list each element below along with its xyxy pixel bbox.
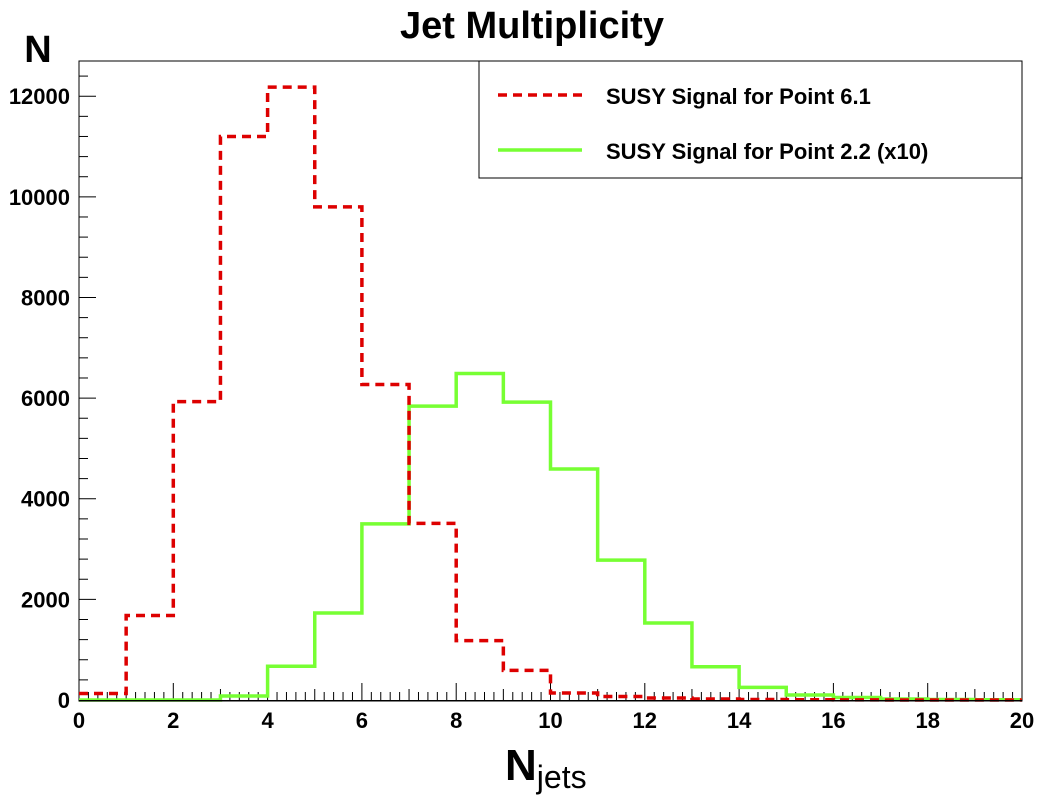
y-tick-label: 8000 — [21, 285, 70, 310]
y-tick-label: 12000 — [9, 84, 70, 109]
x-tick-label: 20 — [1010, 708, 1034, 733]
legend-label-series-2: SUSY Signal for Point 2.2 (x10) — [606, 139, 928, 164]
y-tick-label: 0 — [58, 688, 70, 713]
y-tick-label: 10000 — [9, 185, 70, 210]
x-tick-label: 12 — [633, 708, 657, 733]
y-axis-label: N — [24, 29, 51, 71]
x-tick-label: 10 — [538, 708, 562, 733]
x-axis-label: Njets — [505, 741, 587, 795]
y-tick-labels: 0 2000 4000 6000 8000 10000 12000 — [9, 84, 70, 713]
legend-label-series-1: SUSY Signal for Point 6.1 — [606, 84, 871, 109]
plot-frame-bottom — [79, 700, 1022, 702]
histogram-series — [79, 85, 1022, 702]
x-tick-label: 8 — [450, 708, 462, 733]
x-axis-label-main: N — [505, 741, 537, 790]
x-tick-label: 4 — [261, 708, 274, 733]
x-tick-label: 0 — [73, 708, 85, 733]
x-tick-label: 16 — [821, 708, 845, 733]
x-tick-label: 6 — [356, 708, 368, 733]
y-tick-label: 4000 — [21, 487, 70, 512]
series-2-histogram-line — [79, 371, 1022, 702]
legend: SUSY Signal for Point 6.1 SUSY Signal fo… — [478, 60, 1023, 179]
x-axis-label-subscript: jets — [536, 759, 587, 795]
y-tick-label: 2000 — [21, 587, 70, 612]
legend-box — [478, 60, 1023, 179]
x-tick-label: 2 — [167, 708, 179, 733]
x-tick-label: 18 — [915, 708, 939, 733]
y-tick-label: 6000 — [21, 386, 70, 411]
x-tick-labels: 0 2 4 6 8 10 12 14 16 18 20 — [73, 708, 1034, 733]
x-tick-label: 14 — [727, 708, 752, 733]
chart-title: Jet Multiplicity — [400, 5, 664, 47]
series-1-histogram-line — [79, 85, 1022, 702]
